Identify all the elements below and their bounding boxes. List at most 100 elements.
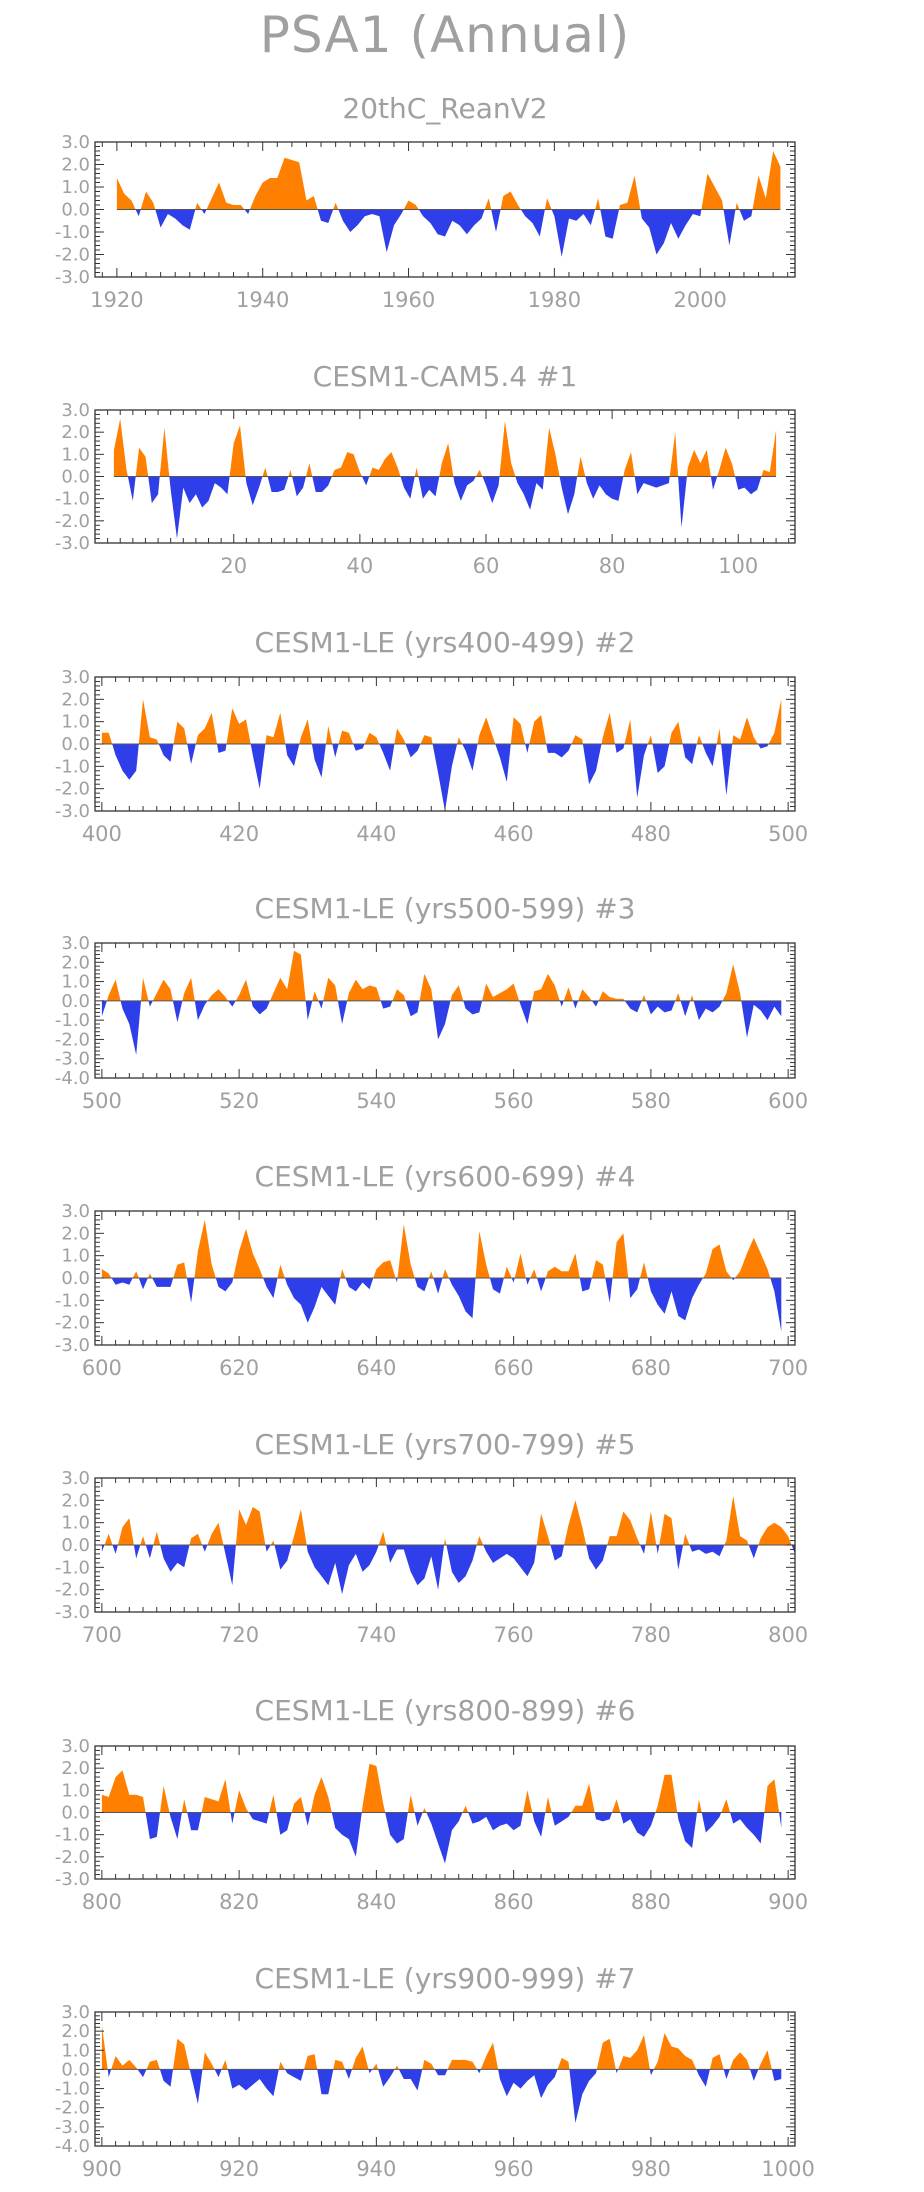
y-tick-label: 0.0 [61,734,90,755]
x-tick-label: 1960 [382,288,435,312]
panel-5: CESM1-LE (yrs600-699) #4 3.02.01.00.0-1.0… [55,1160,808,1380]
y-tick-label: -4.0 [55,1068,90,1089]
panel-6: CESM1-LE (yrs700-799) #5 3.02.01.00.0-1.0… [55,1428,808,1647]
x-tick-label: 660 [494,1356,534,1380]
x-tick-label: 700 [82,1623,122,1647]
x-tick-label: 440 [356,822,396,846]
y-tick-label: 0.0 [61,1803,90,1824]
panel-4: CESM1-LE (yrs500-599) #3 3.02.01.00.0-1.0… [55,892,808,1113]
x-tick-label: 100 [718,554,758,578]
x-tick-label: 800 [82,1890,122,1914]
y-tick-label: -4.0 [55,2136,90,2157]
y-tick-label: -1.0 [55,222,90,243]
x-tick-label: 980 [631,2157,671,2181]
y-tick-label: 2.0 [61,2021,90,2042]
y-tick-label: -3.0 [55,533,90,554]
x-tick-label: 60 [473,554,500,578]
x-tick-label: 520 [219,1089,259,1113]
x-tick-label: 500 [768,822,808,846]
y-tick-label: 1.0 [61,444,90,465]
panel-title: CESM1-LE (yrs600-699) #4 [255,1160,636,1193]
x-tick-label: 720 [219,1623,259,1647]
negative-anomaly-area [101,744,782,811]
negative-anomaly-area [107,2069,782,2123]
positive-anomaly-area [113,418,777,477]
x-tick-label: 820 [219,1890,259,1914]
negative-anomaly-area [101,1545,795,1595]
y-tick-label: -1.0 [55,1010,90,1031]
panel-title: CESM1-LE (yrs900-999) #7 [255,1962,636,1995]
y-tick-label: 3.0 [61,667,90,688]
x-tick-label: 1940 [236,288,289,312]
y-tick-label: -2.0 [55,511,90,532]
y-tick-label: -2.0 [55,245,90,266]
x-tick-label: 860 [494,1890,534,1914]
y-tick-label: 2.0 [61,155,90,176]
x-tick-label: 900 [82,2157,122,2181]
y-tick-label: -1.0 [55,2079,90,2100]
y-tick-label: 3.0 [61,1468,90,1489]
y-tick-label: 1.0 [61,1780,90,1801]
x-tick-label: 20 [220,554,247,578]
negative-anomaly-area [101,1278,782,1332]
panel-7: CESM1-LE (yrs800-899) #6 3.02.01.00.0-1.0… [55,1694,808,1914]
x-tick-label: 920 [219,2157,259,2181]
y-tick-label: -2.0 [55,1580,90,1601]
panel-1: 20thC_ReanV2 3.02.01.00.0-1.0-2.0-3.01920… [55,92,796,312]
y-tick-label: -3.0 [55,1602,90,1623]
y-tick-label: 2.0 [61,1490,90,1511]
y-tick-label: -3.0 [55,2117,90,2138]
y-tick-label: -1.0 [55,489,90,510]
y-tick-label: 3.0 [61,400,90,421]
x-tick-label: 540 [356,1089,396,1113]
x-tick-label: 420 [219,822,259,846]
x-tick-label: 1980 [528,288,581,312]
y-tick-label: 3.0 [61,132,90,153]
y-tick-label: 1.0 [61,1513,90,1534]
x-tick-label: 880 [631,1890,671,1914]
negative-anomaly-area [113,476,777,539]
x-tick-label: 80 [599,554,626,578]
x-tick-label: 400 [82,822,122,846]
panel-8: CESM1-LE (yrs900-999) #7 3.02.01.00.0-1.0… [55,1962,815,2181]
y-tick-label: 1.0 [61,972,90,993]
panel-title: CESM1-LE (yrs700-799) #5 [255,1428,636,1461]
y-tick-label: 0.0 [61,991,90,1012]
y-tick-label: -2.0 [55,2098,90,2119]
positive-anomaly-area [101,699,782,744]
y-tick-label: 0.0 [61,1268,90,1289]
y-tick-label: 2.0 [61,1223,90,1244]
negative-anomaly-area [101,1000,782,1055]
panel-title: CESM1-CAM5.4 #1 [313,360,578,393]
y-tick-label: 2.0 [61,689,90,710]
panel-title: CESM1-LE (yrs400-499) #2 [255,626,636,659]
panel-title: CESM1-LE (yrs800-899) #6 [255,1694,636,1727]
x-tick-label: 680 [631,1356,671,1380]
x-tick-label: 580 [631,1089,671,1113]
x-tick-label: 620 [219,1356,259,1380]
y-tick-label: -3.0 [55,1869,90,1890]
y-tick-label: -2.0 [55,1029,90,1050]
y-tick-label: 0.0 [61,200,90,221]
y-tick-label: 1.0 [61,2040,90,2061]
y-tick-label: 2.0 [61,1758,90,1779]
x-tick-label: 480 [631,822,671,846]
x-tick-label: 2000 [673,288,726,312]
y-tick-label: 3.0 [61,1736,90,1757]
y-tick-label: -3.0 [55,801,90,822]
x-tick-label: 600 [768,1089,808,1113]
y-tick-label: 0.0 [61,2059,90,2080]
panel-2: CESM1-CAM5.4 #1 3.02.01.00.0-1.0-2.0-3.0 2… [55,360,796,578]
y-tick-label: -3.0 [55,267,90,288]
x-tick-label: 940 [356,2157,396,2181]
x-tick-label: 700 [768,1356,808,1380]
negative-anomaly-area [101,1812,782,1864]
x-tick-label: 1920 [90,288,143,312]
positive-anomaly-area [101,1495,795,1545]
y-tick-label: -2.0 [55,1313,90,1334]
positive-anomaly-area [106,950,742,1001]
positive-anomaly-area [116,151,781,210]
positive-anomaly-area [101,1219,782,1278]
x-tick-label: 500 [82,1089,122,1113]
